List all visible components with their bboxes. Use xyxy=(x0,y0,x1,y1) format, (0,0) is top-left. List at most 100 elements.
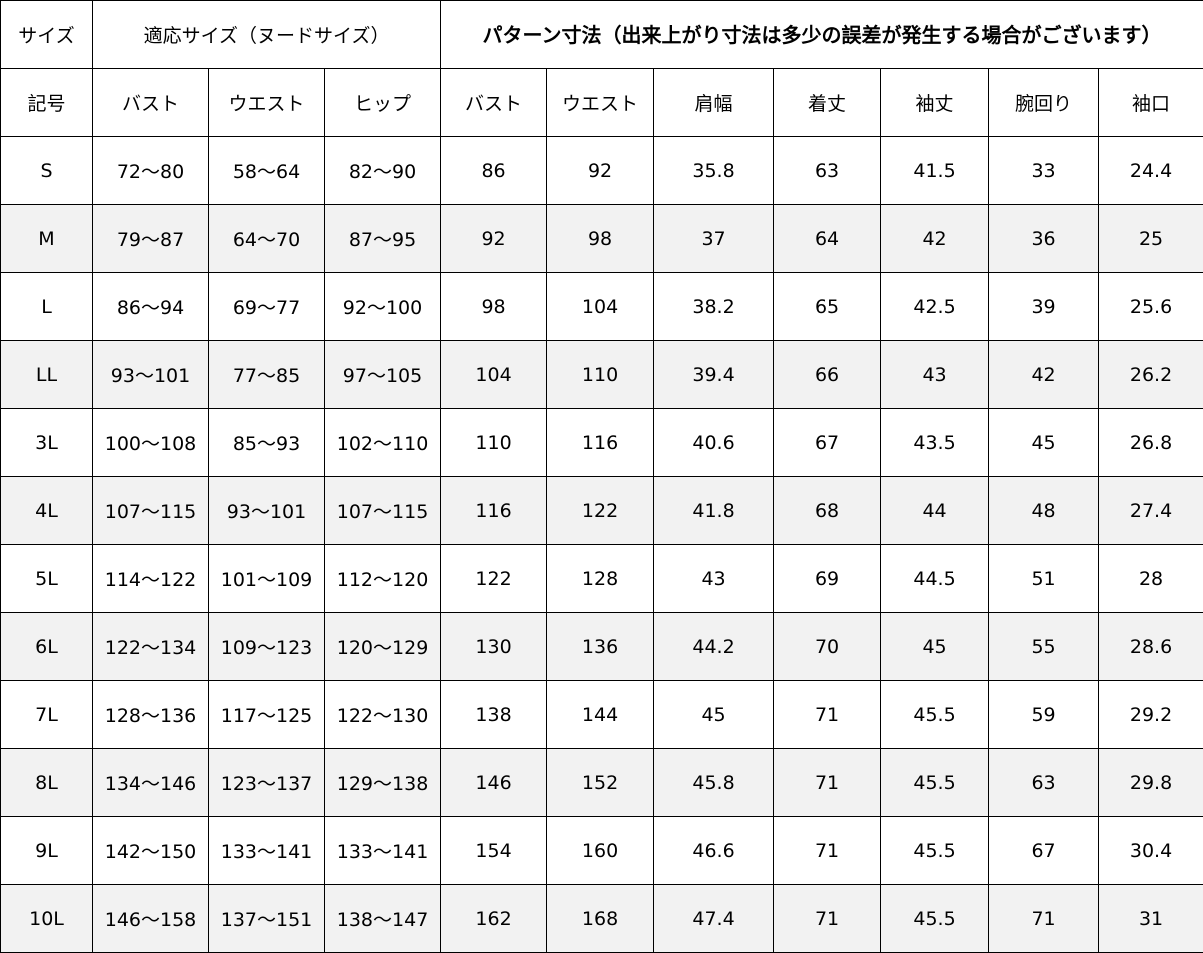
table-cell: 122 xyxy=(441,545,547,613)
fit-size-group-header: 適応サイズ（ヌードサイズ） xyxy=(93,1,441,69)
table-cell: 112～120 xyxy=(325,545,441,613)
table-cell: 93～101 xyxy=(209,477,325,545)
size-code-cell: LL xyxy=(1,341,93,409)
table-cell: 36 xyxy=(989,205,1099,273)
table-cell: 65 xyxy=(774,273,881,341)
table-cell: 69 xyxy=(774,545,881,613)
table-cell: 107～115 xyxy=(325,477,441,545)
table-cell: 45 xyxy=(654,681,774,749)
table-cell: 67 xyxy=(989,817,1099,885)
table-cell: 98 xyxy=(441,273,547,341)
table-cell: 92 xyxy=(441,205,547,273)
table-cell: 86～94 xyxy=(93,273,209,341)
table-cell: 128～136 xyxy=(93,681,209,749)
table-cell: 142～150 xyxy=(93,817,209,885)
table-cell: 28.6 xyxy=(1099,613,1203,681)
table-cell: 29.2 xyxy=(1099,681,1203,749)
size-code-cell: 4L xyxy=(1,477,93,545)
size-code-cell: S xyxy=(1,137,93,205)
table-cell: 116 xyxy=(547,409,654,477)
table-cell: 123～137 xyxy=(209,749,325,817)
column-header: バスト xyxy=(93,69,209,137)
column-header: ウエスト xyxy=(209,69,325,137)
table-cell: 130 xyxy=(441,613,547,681)
table-cell: 104 xyxy=(441,341,547,409)
table-cell: 102～110 xyxy=(325,409,441,477)
size-code-cell: 10L xyxy=(1,885,93,953)
table-cell: 44.5 xyxy=(881,545,989,613)
table-cell: 71 xyxy=(774,749,881,817)
table-cell: 82～90 xyxy=(325,137,441,205)
table-cell: 71 xyxy=(774,817,881,885)
table-cell: 41.5 xyxy=(881,137,989,205)
table-cell: 160 xyxy=(547,817,654,885)
table-cell: 40.6 xyxy=(654,409,774,477)
table-cell: 133～141 xyxy=(209,817,325,885)
table-cell: 59 xyxy=(989,681,1099,749)
size-header: サイズ xyxy=(1,1,93,69)
table-cell: 97～105 xyxy=(325,341,441,409)
table-cell: 26.2 xyxy=(1099,341,1203,409)
table-cell: 110 xyxy=(441,409,547,477)
table-cell: 152 xyxy=(547,749,654,817)
table-cell: 137～151 xyxy=(209,885,325,953)
table-cell: 45.5 xyxy=(881,681,989,749)
table-cell: 24.4 xyxy=(1099,137,1203,205)
table-cell: 37 xyxy=(654,205,774,273)
table-cell: 122～134 xyxy=(93,613,209,681)
size-code-cell: 6L xyxy=(1,613,93,681)
table-cell: 45.5 xyxy=(881,817,989,885)
table-cell: 122～130 xyxy=(325,681,441,749)
table-cell: 71 xyxy=(774,681,881,749)
table-cell: 138 xyxy=(441,681,547,749)
table-cell: 129～138 xyxy=(325,749,441,817)
table-cell: 41.8 xyxy=(654,477,774,545)
column-header: ヒップ xyxy=(325,69,441,137)
table-cell: 42.5 xyxy=(881,273,989,341)
size-code-cell: 3L xyxy=(1,409,93,477)
table-cell: 43.5 xyxy=(881,409,989,477)
size-code-cell: M xyxy=(1,205,93,273)
table-cell: 45.5 xyxy=(881,885,989,953)
column-header: 袖口 xyxy=(1099,69,1203,137)
table-cell: 138～147 xyxy=(325,885,441,953)
table-cell: 144 xyxy=(547,681,654,749)
pattern-size-group-header: パターン寸法（出来上がり寸法は多少の誤差が発生する場合がございます） xyxy=(441,1,1203,69)
table-cell: 128 xyxy=(547,545,654,613)
table-cell: 28 xyxy=(1099,545,1203,613)
table-cell: 77～85 xyxy=(209,341,325,409)
table-cell: 109～123 xyxy=(209,613,325,681)
size-code-cell: 7L xyxy=(1,681,93,749)
table-cell: 69～77 xyxy=(209,273,325,341)
table-cell: 122 xyxy=(547,477,654,545)
table-cell: 30.4 xyxy=(1099,817,1203,885)
column-header: 袖丈 xyxy=(881,69,989,137)
table-cell: 27.4 xyxy=(1099,477,1203,545)
table-cell: 44.2 xyxy=(654,613,774,681)
table-cell: 48 xyxy=(989,477,1099,545)
table-cell: 51 xyxy=(989,545,1099,613)
column-header: 腕回り xyxy=(989,69,1099,137)
table-cell: 45.8 xyxy=(654,749,774,817)
table-cell: 92～100 xyxy=(325,273,441,341)
table-cell: 25.6 xyxy=(1099,273,1203,341)
table-cell: 67 xyxy=(774,409,881,477)
table-cell: 46.6 xyxy=(654,817,774,885)
table-cell: 114～122 xyxy=(93,545,209,613)
table-cell: 66 xyxy=(774,341,881,409)
table-cell: 72～80 xyxy=(93,137,209,205)
header-row-columns: 記号バストウエストヒップバストウエスト肩幅着丈袖丈腕回り袖口 xyxy=(1,69,1203,137)
table-cell: 33 xyxy=(989,137,1099,205)
table-cell: 168 xyxy=(547,885,654,953)
table-cell: 39.4 xyxy=(654,341,774,409)
table-cell: 43 xyxy=(881,341,989,409)
table-cell: 134～146 xyxy=(93,749,209,817)
table-cell: 146～158 xyxy=(93,885,209,953)
